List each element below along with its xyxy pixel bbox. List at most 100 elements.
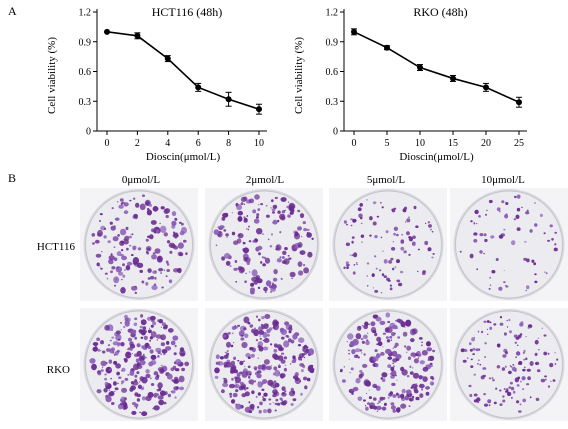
colony-spot — [366, 392, 368, 394]
colony-spot — [392, 267, 395, 271]
colony-spot — [400, 403, 407, 409]
row-label-rko: RKO — [47, 364, 70, 376]
colony-spot — [277, 355, 284, 361]
colony-spot — [488, 287, 491, 290]
colony-spot — [505, 388, 509, 391]
colony-spot — [151, 228, 155, 233]
colony-spot — [275, 388, 277, 390]
colony-spot — [516, 207, 521, 212]
colony-spot — [493, 401, 497, 405]
colony-spot — [416, 350, 421, 355]
colony-spot — [403, 206, 408, 210]
colony-spot — [299, 213, 305, 219]
data-point — [225, 96, 232, 103]
colony-spot — [283, 367, 287, 372]
colony-spot — [117, 234, 120, 237]
series-line — [106, 31, 260, 110]
colony-spot — [297, 209, 301, 213]
colony-spot — [500, 233, 505, 237]
colony-spot — [276, 258, 282, 263]
colony-spot — [262, 397, 267, 402]
colony-spot — [121, 380, 125, 384]
colony-spot — [380, 292, 383, 294]
colony-spot — [244, 333, 249, 339]
colony-spot — [223, 229, 227, 232]
colony-spot — [274, 382, 280, 388]
colony-spot — [290, 403, 294, 406]
colony-spot — [270, 365, 273, 367]
colony-spot — [428, 224, 432, 228]
colony-spot — [178, 375, 185, 383]
colony-spot — [551, 238, 554, 241]
colony-spot — [258, 247, 260, 249]
colony-spot — [526, 258, 530, 263]
colony-spot — [101, 366, 104, 369]
colony-spot — [522, 398, 526, 403]
colony-spot — [107, 344, 111, 347]
colony-spot — [474, 209, 479, 215]
colony-spot — [297, 344, 302, 347]
colony-spot — [232, 392, 238, 398]
plate-dish — [85, 190, 193, 299]
colony-spot — [121, 255, 128, 261]
colony-spot — [392, 394, 397, 398]
colony-spot — [134, 317, 138, 321]
colony-spot — [262, 379, 268, 384]
colony-spot — [470, 365, 474, 368]
colony-spot — [272, 204, 278, 209]
colony-spot — [525, 357, 528, 361]
data-point — [516, 99, 522, 106]
colony-spot — [372, 221, 377, 226]
colony-spot — [366, 339, 369, 342]
colony-spot — [470, 358, 473, 361]
colony-spot — [163, 353, 166, 356]
colony-spot — [343, 365, 346, 368]
colony-spot — [489, 321, 492, 324]
colony-spot — [133, 213, 139, 219]
colony-spot — [392, 409, 396, 413]
colony-spot — [243, 203, 246, 205]
colony-spot — [95, 253, 102, 258]
chart-title: HCT116 (48h) — [152, 5, 223, 19]
colony-spot — [368, 323, 371, 325]
colony-spot — [499, 322, 504, 326]
colony-spot — [175, 386, 179, 390]
colony-spot — [396, 379, 398, 381]
colony-spot — [415, 225, 419, 228]
colony-spot — [346, 341, 349, 343]
colony-spot — [128, 337, 132, 342]
colony-spot — [472, 347, 476, 351]
colony-spot — [161, 349, 168, 354]
colony-spot — [163, 269, 165, 271]
colony-spot — [352, 271, 356, 275]
plate-dish — [210, 190, 318, 299]
colony-spot — [170, 244, 177, 249]
colony-spot — [226, 352, 230, 356]
colony-spot — [363, 353, 366, 356]
colony-spot — [272, 277, 278, 282]
colony-spot — [389, 373, 392, 375]
colony-spot — [246, 215, 249, 217]
colony-spot — [272, 319, 279, 327]
colony-spot — [424, 222, 427, 224]
series-line — [353, 31, 520, 103]
colony-spot — [140, 336, 144, 339]
colony-spot — [241, 341, 248, 349]
x-tick-label: 10 — [415, 138, 425, 149]
colony-spot — [364, 405, 367, 407]
colony-spot — [272, 219, 278, 225]
colony-spot — [274, 196, 278, 200]
colony-spot — [431, 230, 434, 233]
colony-spot — [130, 234, 132, 236]
colony-plate — [329, 188, 447, 301]
colony-spot — [349, 254, 351, 256]
colony-spot — [161, 322, 166, 327]
colony-spot — [469, 393, 473, 398]
colony-spot — [304, 351, 308, 355]
colony-spot — [477, 401, 480, 404]
colony-spot — [485, 213, 487, 216]
colony-spot — [135, 285, 137, 288]
colony-spot — [150, 331, 157, 338]
colony-spot — [106, 277, 109, 280]
colony-spot — [491, 270, 496, 274]
